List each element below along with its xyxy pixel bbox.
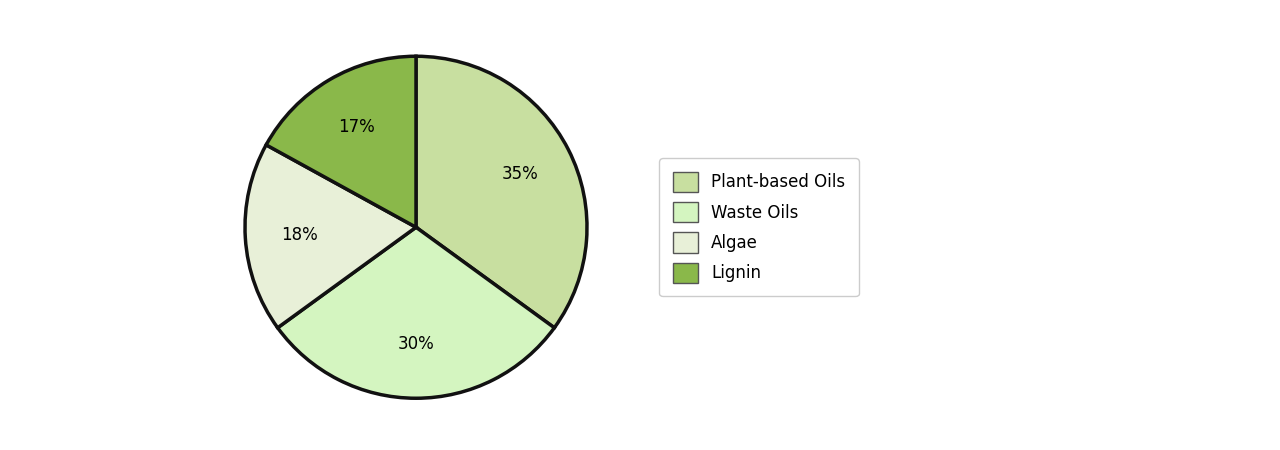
Text: 30%: 30% [398,334,434,352]
Wedge shape [278,227,554,398]
Text: 35%: 35% [502,166,538,184]
Text: 18%: 18% [282,225,319,243]
Wedge shape [416,56,588,328]
Text: 17%: 17% [338,118,375,136]
Legend: Plant-based Oils, Waste Oils, Algae, Lignin: Plant-based Oils, Waste Oils, Algae, Lig… [659,158,859,296]
Wedge shape [266,56,416,227]
Wedge shape [244,145,416,328]
